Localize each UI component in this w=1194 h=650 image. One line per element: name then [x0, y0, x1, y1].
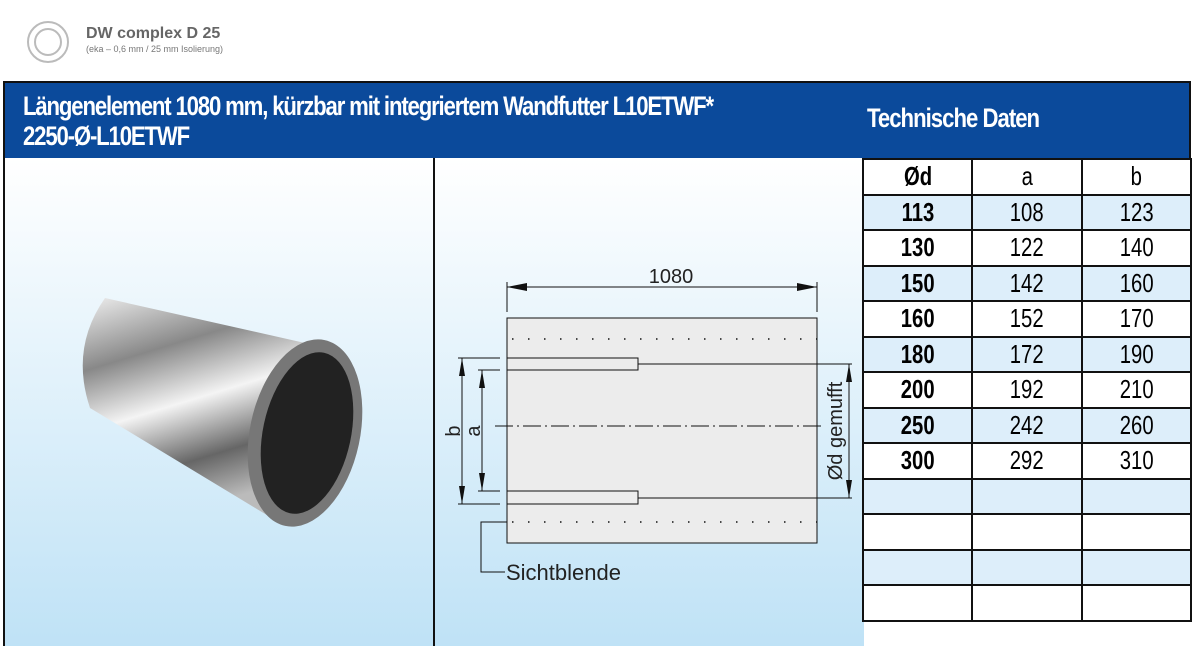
tech-data-title: Technische Daten — [867, 103, 1040, 133]
dim-b-label: b — [443, 425, 465, 436]
dim-d-label: Ød gemufft — [825, 381, 847, 480]
table-cell: 200 — [900, 374, 935, 405]
product-title: Längenelement 1080 mm, kürzbar mit integ… — [23, 91, 714, 121]
title-bar: Längenelement 1080 mm, kürzbar mit integ… — [3, 81, 1191, 158]
tech-data-table: Ød a b 113 108 123 130 122 140 150 142 160 160 152… — [861, 158, 1193, 622]
table-cell: 300 — [900, 445, 935, 476]
pipe-image — [82, 298, 363, 527]
table-cell: 123 — [1119, 196, 1154, 227]
brand-title: DW complex D 25 — [86, 25, 221, 42]
drawing-panel: 1080 b a Ød gemufft Sichtblende — [433, 158, 864, 646]
table-row — [861, 477, 1193, 515]
table-cell: 192 — [1010, 374, 1044, 405]
table-cell: 160 — [1119, 267, 1154, 298]
sichtblende-label: Sichtblende — [506, 560, 621, 585]
table-cell: 150 — [900, 267, 935, 298]
table-cell: 190 — [1119, 338, 1154, 369]
product-code: 2250-Ø-L10ETWF — [23, 121, 190, 151]
table-row: 160 152 170 — [861, 300, 1193, 338]
table-cell: 210 — [1119, 374, 1154, 405]
table-cell: 140 — [1119, 232, 1154, 263]
table-cell: 180 — [900, 338, 935, 369]
product-image-panel — [3, 158, 435, 646]
table-cell: 152 — [1010, 303, 1044, 334]
table-row: 130 122 140 — [861, 229, 1193, 267]
table-cell: 242 — [1010, 409, 1044, 440]
table-cell: 122 — [1010, 232, 1044, 263]
table-cell: 170 — [1119, 303, 1154, 334]
col-header: a — [1021, 161, 1033, 192]
table-row: 150 142 160 — [861, 264, 1193, 302]
table-header-row: Ød a b — [861, 158, 1193, 196]
table-row: 250 242 260 — [861, 406, 1193, 444]
table-row: 180 172 190 — [861, 335, 1193, 373]
dim-a-label: a — [463, 425, 485, 437]
col-header: Ød — [903, 161, 932, 192]
col-header: b — [1130, 161, 1142, 192]
table-cell: 260 — [1119, 409, 1154, 440]
length-label: 1080 — [649, 266, 694, 288]
brand-subtitle: (eka – 0,6 mm / 25 mm Isolierung) — [86, 44, 224, 54]
table-row: 200 192 210 — [861, 371, 1193, 409]
table-row: 113 108 123 — [861, 193, 1193, 231]
brand-logo-icon — [27, 21, 69, 63]
table-row — [861, 513, 1193, 551]
table-cell: 113 — [901, 196, 935, 227]
table-cell: 160 — [900, 303, 935, 334]
table-cell: 250 — [900, 409, 935, 440]
technical-drawing: 1080 b a Ød gemufft Sichtblende — [443, 266, 852, 585]
table-cell: 142 — [1010, 267, 1044, 298]
table-cell: 310 — [1119, 445, 1154, 476]
table-row: 300 292 310 — [861, 442, 1193, 480]
table-cell: 292 — [1010, 445, 1044, 476]
table-row — [861, 584, 1193, 622]
table-row — [861, 548, 1193, 586]
table-cell: 130 — [900, 232, 935, 263]
table-cell: 108 — [1010, 196, 1044, 227]
table-cell: 172 — [1010, 338, 1044, 369]
